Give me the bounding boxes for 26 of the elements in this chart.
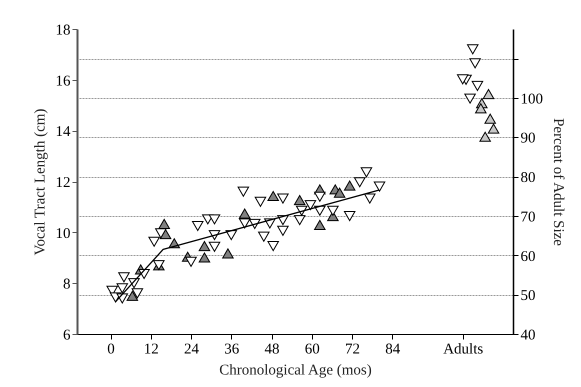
y2-tick-label: 50: [520, 288, 536, 304]
x-tick-label: 60: [304, 342, 320, 358]
x-tick-label: 84: [385, 342, 401, 358]
y-tick-label: 12: [56, 175, 70, 191]
x-tick-label: 12: [144, 342, 159, 358]
y2-tick-label: 70: [520, 209, 536, 226]
x-tick-label: 0: [107, 342, 115, 358]
y2-tick-label: 90: [520, 130, 536, 147]
x-tick-label: 72: [345, 342, 360, 358]
y-axis-title: Vocal Tract Length (cm): [32, 108, 48, 256]
y2-axis-title: Percent of Adult Size: [550, 118, 566, 246]
y-tick-label: 10: [56, 226, 70, 242]
y-tick-label: 14: [56, 124, 71, 140]
y-tick-label: 18: [56, 22, 70, 38]
x-tick-label: 48: [264, 342, 280, 358]
y-tick-label: 16: [56, 73, 71, 90]
y-tick-label: 6: [63, 328, 71, 344]
x-tick-label: 24: [184, 342, 200, 358]
x-tick-label: Adults: [443, 342, 484, 358]
x-axis-title: Chronological Age (mos): [219, 362, 372, 378]
y-tick-label: 8: [63, 276, 70, 293]
x-tick-label: 36: [224, 342, 240, 358]
y2-tick-label: 60: [520, 248, 536, 265]
y2-tick-label: 100: [520, 91, 543, 108]
y2-tick-label: 40: [520, 328, 536, 344]
y2-tick-label: 80: [520, 170, 536, 186]
